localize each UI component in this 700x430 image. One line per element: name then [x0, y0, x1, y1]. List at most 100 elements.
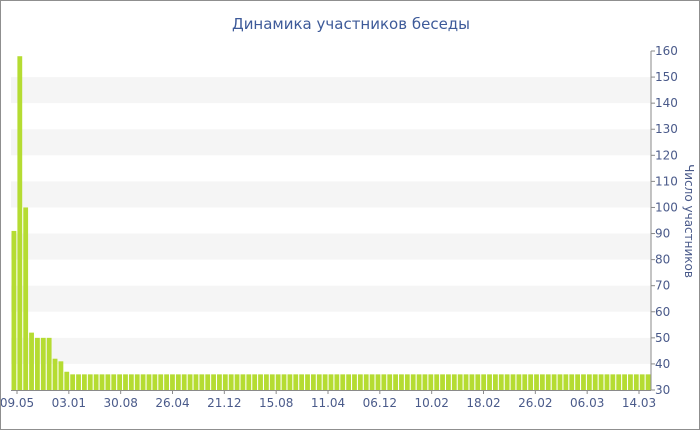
- bar: [628, 374, 633, 390]
- bar: [234, 374, 240, 390]
- bar: [545, 374, 551, 390]
- bar: [551, 374, 557, 390]
- bar: [211, 374, 216, 390]
- y-tick-label: 70: [655, 279, 670, 293]
- grid-band: [11, 77, 651, 104]
- y-axis-ticks: 30 40 50 60 70 80 90 100 110 120 130 140 150 160: [651, 44, 678, 397]
- bar: [305, 374, 310, 390]
- bar: [363, 374, 369, 390]
- bar: [134, 374, 140, 390]
- bar: [11, 230, 17, 390]
- bar: [117, 374, 123, 390]
- bar: [352, 374, 357, 390]
- bar: [40, 337, 46, 390]
- axes: [11, 51, 652, 391]
- bar: [199, 374, 205, 390]
- y-tick-label: 40: [655, 357, 670, 371]
- bar: [581, 374, 586, 390]
- y-tick-label: 120: [655, 148, 678, 162]
- bar: [23, 207, 29, 390]
- bar: [281, 374, 287, 390]
- bar: [451, 374, 457, 390]
- bar: [146, 374, 152, 390]
- bar: [633, 374, 639, 390]
- bar: [217, 374, 222, 390]
- bar: [493, 374, 498, 390]
- bar: [316, 374, 322, 390]
- bar: [246, 374, 252, 390]
- bar: [87, 374, 93, 390]
- y-tick-label: 110: [655, 174, 678, 188]
- bar: [357, 374, 363, 390]
- bar: [340, 374, 346, 390]
- bar: [58, 361, 64, 390]
- bar: [46, 337, 52, 390]
- x-tick-label: 15.08: [259, 396, 293, 410]
- x-tick-label: 06.12: [363, 396, 397, 410]
- bar: [170, 374, 175, 390]
- bar: [334, 374, 340, 390]
- bar: [557, 374, 563, 390]
- bar: [645, 374, 651, 390]
- bar: [616, 374, 622, 390]
- bar: [434, 374, 440, 390]
- bar: [575, 374, 581, 390]
- x-tick-label: 09.05: [1, 396, 34, 410]
- bars: [11, 56, 651, 390]
- y-axis-label: Число участников: [682, 164, 696, 278]
- bar: [322, 374, 328, 390]
- bar: [534, 374, 539, 390]
- bar: [64, 371, 70, 390]
- bar: [252, 374, 258, 390]
- y-tick-label: 140: [655, 96, 678, 110]
- bar: [222, 374, 228, 390]
- bar: [187, 374, 193, 390]
- bar: [17, 56, 23, 390]
- bar: [205, 374, 211, 390]
- bar: [105, 374, 111, 390]
- bar: [481, 374, 487, 390]
- bar: [99, 374, 105, 390]
- bar: [416, 374, 422, 390]
- y-tick-label: 160: [655, 44, 678, 58]
- y-tick-label: 130: [655, 122, 678, 136]
- bar: [152, 374, 158, 390]
- y-tick-label: 100: [655, 200, 678, 214]
- bar: [346, 374, 352, 390]
- bar: [428, 374, 434, 390]
- bar: [604, 374, 610, 390]
- bar: [399, 374, 404, 390]
- bar: [381, 374, 387, 390]
- grid-band: [11, 181, 651, 208]
- x-axis-ticks: 09.05 03.01 30.08 26.04 21.12 15.08 11.04 06.12…: [1, 390, 656, 410]
- bar: [463, 374, 469, 390]
- bar: [375, 374, 381, 390]
- bar: [563, 374, 569, 390]
- bar: [264, 374, 269, 390]
- grid-band: [11, 233, 651, 260]
- y-tick-label: 90: [655, 227, 670, 241]
- bar: [404, 374, 410, 390]
- bar: [422, 374, 428, 390]
- bar: [181, 374, 187, 390]
- x-tick-label: 18.02: [466, 396, 500, 410]
- bar: [446, 374, 451, 390]
- bar: [528, 374, 534, 390]
- bar: [569, 374, 575, 390]
- bar: [193, 374, 199, 390]
- x-tick-label: 26.04: [155, 396, 189, 410]
- bar: [539, 374, 545, 390]
- bar: [510, 374, 516, 390]
- y-tick-label: 80: [655, 253, 670, 267]
- bar: [70, 374, 76, 390]
- bar: [440, 374, 445, 390]
- bar: [293, 374, 299, 390]
- bar: [622, 374, 627, 390]
- bar: [592, 374, 598, 390]
- bar: [269, 374, 275, 390]
- x-tick-label: 14.03: [622, 396, 656, 410]
- bar: [610, 374, 616, 390]
- bar: [469, 374, 475, 390]
- bar: [111, 374, 117, 390]
- grid-band: [11, 337, 651, 364]
